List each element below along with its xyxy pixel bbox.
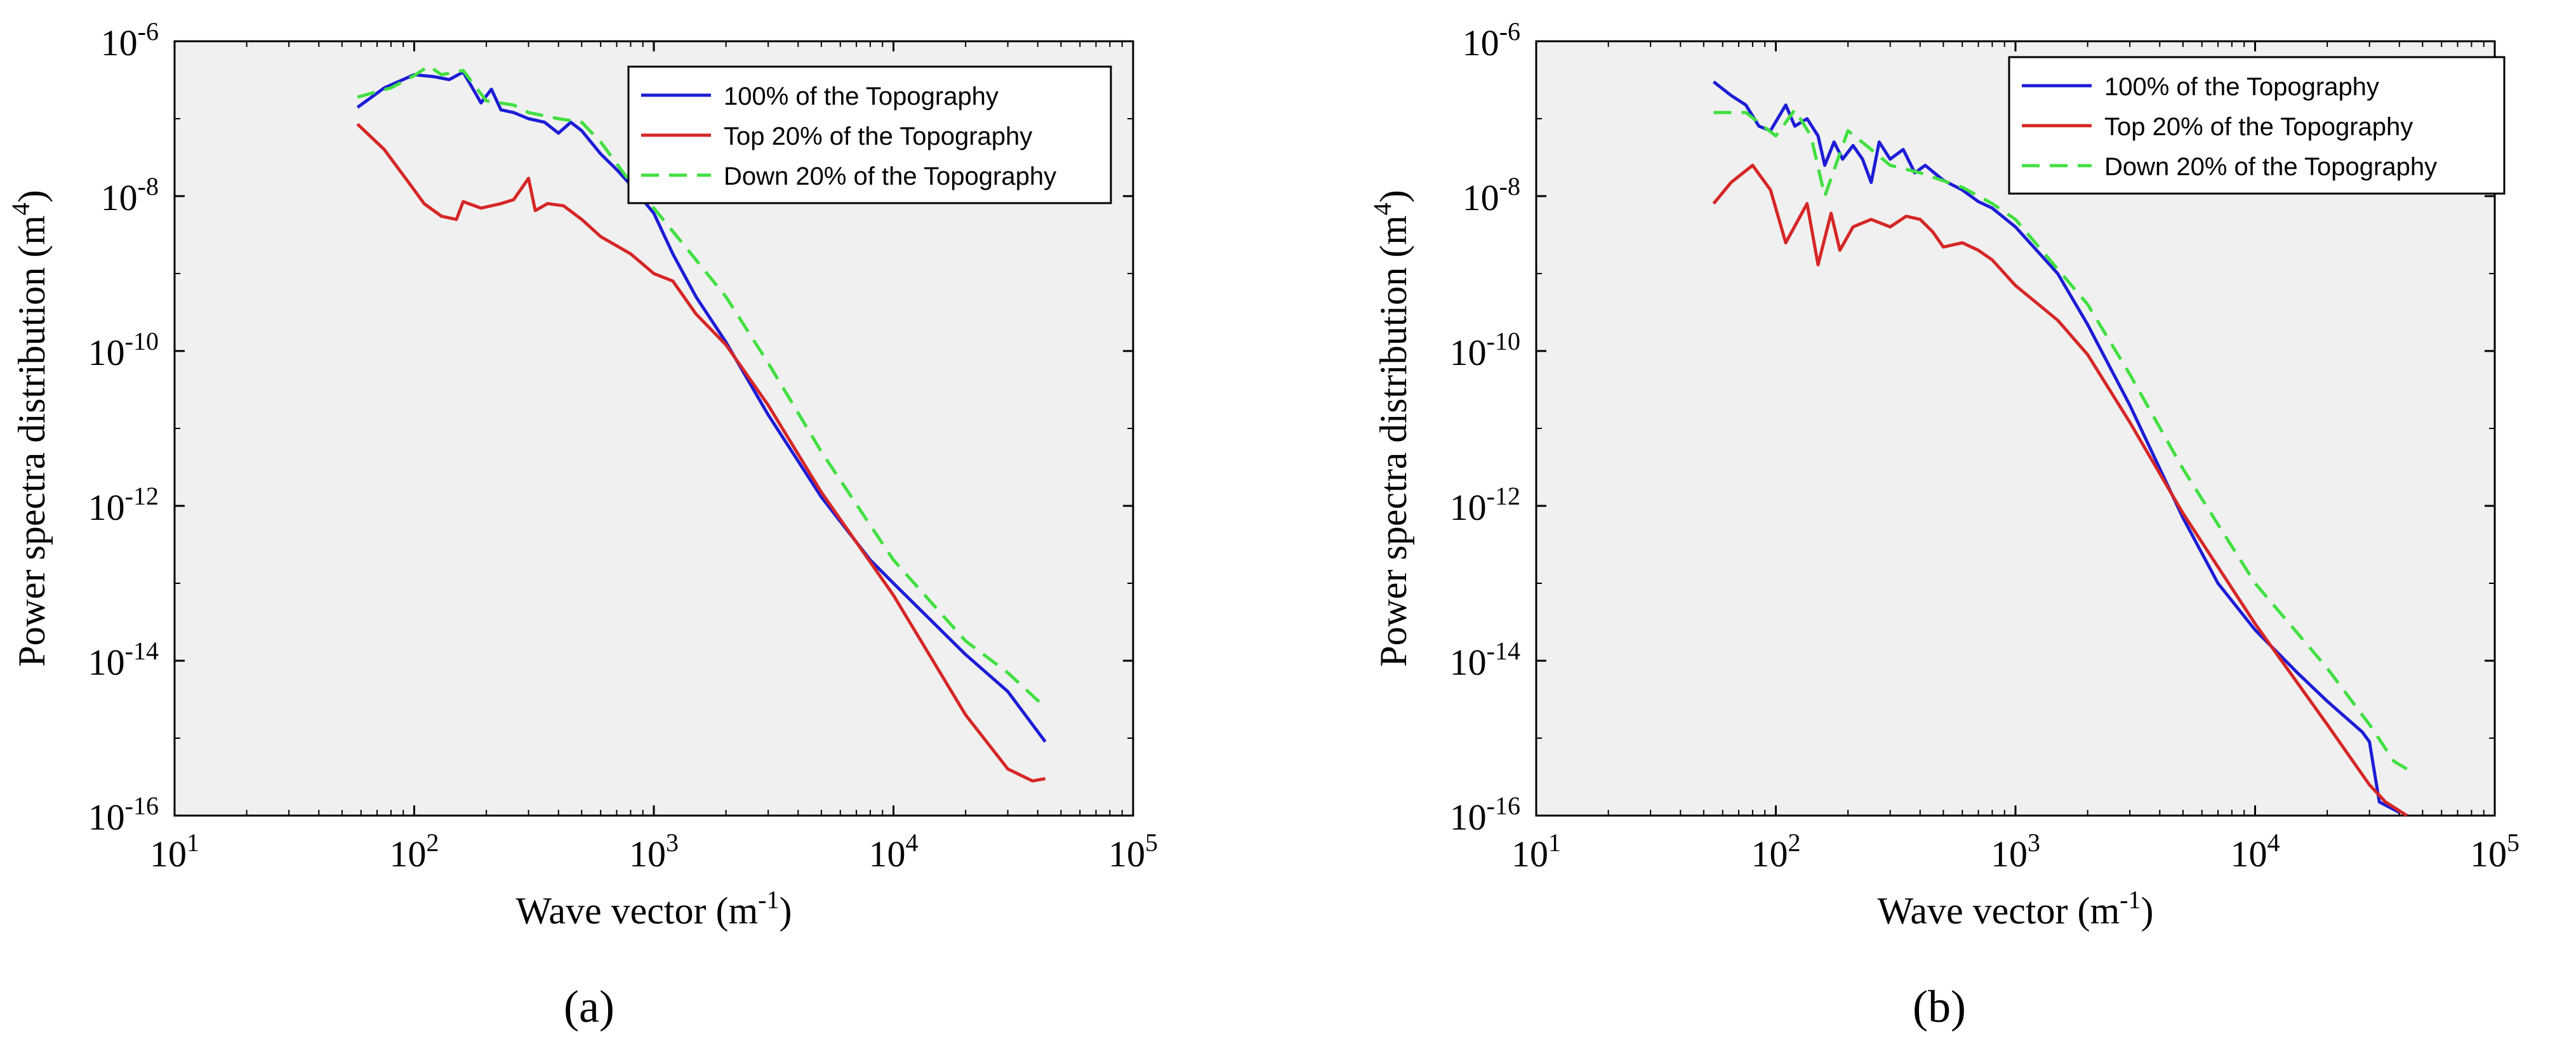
tick-exponent: 1 — [1548, 828, 1561, 857]
y-tick-label-b: 10-16 — [1450, 791, 1520, 838]
x-tick-label-a: 104 — [869, 828, 919, 875]
x-tick-label-b: 101 — [1511, 828, 1561, 875]
tick-base: 10 — [1108, 833, 1145, 875]
x-axis-label-b: Wave vector (m-1) — [1878, 885, 2154, 932]
tick-exponent: -6 — [1499, 17, 1520, 46]
tick-exponent: 1 — [187, 828, 199, 857]
axis-label-text: Wave vector (m — [516, 890, 759, 932]
tick-exponent: 4 — [906, 828, 919, 857]
tick-exponent: -12 — [125, 482, 159, 510]
axis-label-superscript: -1 — [758, 885, 779, 914]
tick-base: 10 — [1463, 177, 1499, 218]
tick-exponent: 4 — [2267, 828, 2280, 857]
axis-label-superscript: 4 — [1368, 202, 1397, 215]
y-tick-label-a: 10-8 — [101, 172, 159, 218]
axis-label-text: Wave vector (m — [1878, 890, 2120, 932]
tick-base: 10 — [2231, 833, 2267, 875]
legend-label-b-1: Top 20% of the Topography — [2104, 113, 2413, 141]
series-line-a-2 — [357, 64, 1047, 709]
x-tick-label-a: 101 — [150, 828, 199, 875]
axis-label-end: ) — [2141, 890, 2154, 932]
series-line-a-1 — [356, 122, 1046, 783]
tick-base: 10 — [1450, 487, 1487, 528]
tick-exponent: 2 — [1788, 828, 1801, 857]
axis-label-end: ) — [780, 890, 792, 932]
tick-base: 10 — [88, 797, 125, 838]
tick-base: 10 — [1511, 833, 1548, 875]
axis-label-text: Power spectra distribution (m — [1372, 215, 1414, 667]
x-tick-label-b: 104 — [2231, 828, 2280, 875]
panel-b: 101 102 103 104 10510-1610-1410-1210-1010-81… — [1368, 17, 2520, 932]
tick-base: 10 — [869, 833, 906, 875]
y-tick-label-a: 10-14 — [88, 637, 159, 683]
tick-base: 10 — [1751, 833, 1788, 875]
tick-base: 10 — [101, 22, 138, 63]
y-tick-label-b: 10-10 — [1450, 327, 1520, 373]
tick-exponent: -14 — [1487, 637, 1520, 665]
y-tick-label-a: 10-10 — [88, 327, 159, 373]
x-tick-label-b: 102 — [1751, 828, 1801, 875]
tick-exponent: 2 — [427, 828, 439, 857]
x-tick-label-b: 103 — [1991, 828, 2040, 875]
tick-exponent: -10 — [125, 327, 159, 355]
tick-base: 10 — [1991, 833, 2028, 875]
tick-base: 10 — [1450, 642, 1487, 683]
panel-a: 101 102 103 104 10510-1610-1410-1210-1010-81… — [6, 17, 1158, 932]
x-axis-label-a: Wave vector (m-1) — [516, 885, 792, 932]
tick-base: 10 — [390, 833, 427, 875]
tick-exponent: 3 — [666, 828, 679, 857]
tick-exponent: 5 — [2507, 828, 2520, 857]
tick-exponent: -8 — [1499, 172, 1520, 201]
series-line-a-0 — [356, 70, 1047, 743]
y-axis-label-b: Power spectra distribution (m4) — [1368, 190, 1414, 667]
legend-label-a-2: Down 20% of the Topography — [724, 162, 1056, 190]
tick-base: 10 — [2470, 833, 2507, 875]
x-tick-label-a: 102 — [390, 828, 439, 875]
axis-label-end: ) — [11, 190, 53, 202]
tick-base: 10 — [101, 177, 138, 218]
series-line-b-1 — [1712, 164, 2408, 817]
x-tick-label-a: 105 — [1108, 828, 1158, 875]
x-tick-label-a: 103 — [629, 828, 679, 875]
tick-base: 10 — [1450, 797, 1487, 838]
tick-base: 10 — [88, 487, 125, 528]
axis-label-end: ) — [1372, 190, 1414, 202]
tick-exponent: -14 — [125, 637, 159, 665]
y-tick-label-b: 10-14 — [1450, 637, 1520, 683]
legend-label-b-0: 100% of the Topography — [2104, 73, 2379, 101]
tick-exponent: -10 — [1487, 327, 1520, 355]
y-tick-label-a: 10-12 — [88, 482, 159, 528]
series-line-b-2 — [1713, 108, 2408, 771]
tick-exponent: -8 — [138, 172, 159, 201]
panel-b-caption: (b) — [1913, 981, 1966, 1032]
tick-base: 10 — [88, 642, 125, 683]
tick-base: 10 — [1450, 332, 1487, 373]
y-tick-label-b: 10-12 — [1450, 482, 1520, 528]
axis-label-text: Power spectra distribution (m — [11, 215, 53, 667]
legend-label-b-2: Down 20% of the Topography — [2104, 153, 2437, 181]
panel-a-caption: (a) — [564, 981, 614, 1032]
tick-exponent: -16 — [125, 791, 159, 820]
tick-base: 10 — [629, 833, 666, 875]
tick-base: 10 — [150, 833, 187, 875]
tick-exponent: 5 — [1145, 828, 1158, 857]
tick-exponent: -12 — [1487, 482, 1520, 510]
y-tick-label-a: 10-16 — [88, 791, 159, 838]
axis-label-superscript: 4 — [6, 202, 35, 215]
y-tick-label-b: 10-8 — [1463, 172, 1520, 218]
legend-label-a-1: Top 20% of the Topography — [724, 122, 1032, 150]
y-tick-label-b: 10-6 — [1463, 17, 1520, 63]
x-tick-label-b: 105 — [2470, 828, 2520, 875]
tick-exponent: 3 — [2028, 828, 2040, 857]
tick-exponent: -6 — [138, 17, 159, 46]
legend-label-a-0: 100% of the Topography — [724, 83, 999, 110]
tick-exponent: -16 — [1487, 791, 1520, 820]
y-tick-label-a: 10-6 — [101, 17, 159, 63]
tick-base: 10 — [88, 332, 125, 373]
tick-base: 10 — [1463, 22, 1499, 63]
axis-label-superscript: -1 — [2120, 885, 2141, 914]
y-axis-label-a: Power spectra distribution (m4) — [6, 190, 53, 667]
